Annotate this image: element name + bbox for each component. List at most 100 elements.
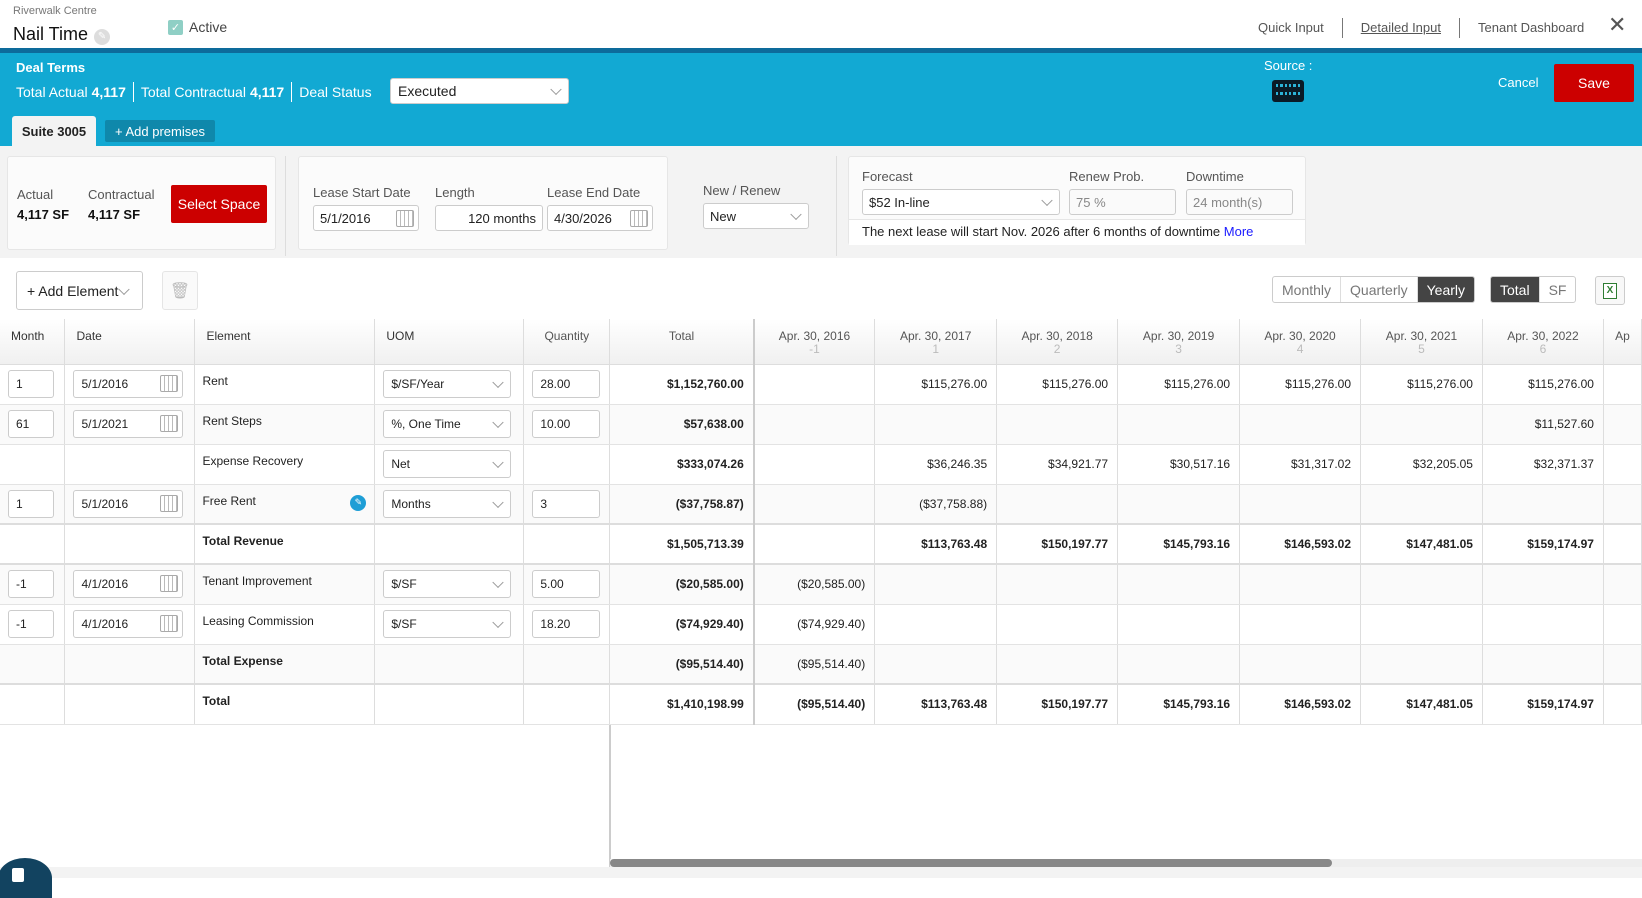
downtime-label: Downtime [1186,169,1244,184]
deal-status-select[interactable]: Executed [390,78,569,104]
chevron-down-icon [492,616,505,629]
uom-cell [374,683,525,725]
month-cell [0,644,66,685]
total-cell: $1,410,198.99 [609,683,755,725]
add-element-button[interactable]: + Add Element [16,271,143,310]
month-input[interactable]: -1 [8,610,54,638]
calendar-icon[interactable] [160,615,179,632]
uom-cell [374,644,525,685]
period-value-cell: $150,197.77 [996,683,1119,725]
uom-input[interactable]: $/SF [383,610,512,638]
period-value-cell [753,523,876,565]
source-label: Source : [1264,58,1313,73]
quantity-input[interactable]: 28.00 [532,370,601,398]
new-renew-select[interactable]: New [703,203,809,229]
active-checkbox[interactable]: ✓ Active [168,19,227,35]
quantity-input[interactable]: 3 [532,489,601,518]
calendar-icon[interactable] [160,375,179,392]
period-monthly[interactable]: Monthly [1282,281,1332,298]
detailed-input-link[interactable]: Detailed Input [1341,18,1459,38]
uom-cell: %, One Time [374,404,525,445]
uom-input[interactable]: %, One Time [383,410,512,438]
downtime-input[interactable]: 24 month(s) [1186,189,1293,215]
quantity-input[interactable]: 10.00 [532,410,601,438]
date-input[interactable]: 5/1/2021 [73,410,184,438]
mode-sf[interactable]: SF [1538,277,1576,302]
more-link[interactable]: More [1223,224,1254,239]
period-value-cell: $32,205.05 [1360,444,1483,485]
month-input[interactable]: -1 [8,570,54,599]
quantity-input[interactable]: 5.00 [532,570,601,599]
edit-pencil-icon[interactable]: ✎ [94,28,111,45]
excel-export-button[interactable]: X [1595,276,1625,305]
month-input[interactable]: 61 [8,410,54,438]
period-value-cell [996,484,1119,525]
chevron-down-icon [492,456,505,469]
quick-input-link[interactable]: Quick Input [1258,20,1324,35]
period-value-cell [1360,484,1483,525]
calendar-icon[interactable] [396,210,414,227]
column-header-uom: UOM [374,319,525,365]
date-input[interactable]: 5/1/2016 [73,489,184,518]
date-input[interactable]: 4/1/2016 [73,570,184,599]
calendar-icon[interactable] [160,494,179,512]
period-number: 5 [1418,342,1425,356]
chevron-down-icon [492,576,505,589]
column-header-period: Apr. 30, 2019 3 [1117,319,1241,365]
trash-icon[interactable]: 🗑 [162,271,198,310]
element-cell: Leasing Commission [194,604,376,645]
column-header-date: Date [64,319,196,365]
mode-total[interactable]: Total [1491,277,1539,302]
month-input[interactable]: 1 [8,489,54,518]
element-cell: Rent Steps [194,404,376,445]
tenant-title: Nail Time ✎ [13,24,111,45]
tenant-dashboard-link[interactable]: Tenant Dashboard [1459,18,1602,38]
date-input[interactable]: 5/1/2016 [73,370,184,398]
forecast-select[interactable]: $52 In-line [862,189,1060,215]
period-value-cell [753,444,876,485]
period-value-cell [1117,644,1241,685]
quantity-cell: 10.00 [523,404,611,445]
add-premises-button[interactable]: + Add premises [105,120,215,142]
period-quarterly[interactable]: Quarterly [1340,277,1417,302]
uom-cell [374,523,525,565]
lease-start-input[interactable]: 5/1/2016 [313,205,419,231]
uom-input[interactable]: Months [383,489,512,518]
save-button[interactable]: Save [1554,64,1634,102]
date-cell [64,523,196,565]
select-space-button[interactable]: Select Space [171,185,267,223]
view-links: Quick Input Detailed Input Tenant Dashbo… [1258,18,1602,38]
period-value-cell: $115,276.00 [1360,364,1483,405]
renew-prob-input[interactable]: 75 % [1069,189,1176,215]
length-input[interactable]: 120 months [435,205,543,231]
month-input[interactable]: 1 [8,370,54,398]
scrollbar-thumb[interactable] [610,859,1332,867]
calendar-icon[interactable] [630,210,648,227]
uom-input[interactable]: $/SF [383,570,512,599]
period-date: Apr. 30, 2017 [899,329,972,343]
uom-input[interactable]: $/SF/Year [383,370,512,398]
calendar-icon[interactable] [160,415,179,432]
period-value-cell: $147,481.05 [1360,523,1483,565]
uom-input[interactable]: Net [383,450,512,478]
renew-prob-label: Renew Prob. [1069,169,1145,184]
chat-icon[interactable] [0,858,52,898]
close-icon[interactable]: ✕ [1608,12,1627,37]
date-cell: 4/1/2016 [64,563,196,605]
calendar-icon[interactable] [160,575,179,593]
column-header-period: Ap [1603,319,1642,365]
keyboard-icon [1272,80,1304,102]
date-input[interactable]: 4/1/2016 [73,610,184,638]
period-yearly[interactable]: Yearly [1416,277,1475,302]
period-value-cell [1603,523,1642,565]
forecast-note-text: The next lease will start Nov. 2026 afte… [862,224,1221,239]
column-header-quantity: Quantity [523,319,611,365]
period-value-cell: $150,197.77 [996,523,1119,565]
quantity-input[interactable]: 18.20 [532,610,601,638]
edit-icon[interactable]: ✎ [350,494,367,511]
cancel-button[interactable]: Cancel [1498,75,1539,90]
period-value-cell [1482,484,1604,525]
tab-suite-3005[interactable]: Suite 3005 [12,116,96,146]
table-row: -1 4/1/2016 Leasing Commission $/SF 18.20 ($7… [0,604,1642,645]
lease-end-input[interactable]: 4/30/2026 [547,205,653,231]
